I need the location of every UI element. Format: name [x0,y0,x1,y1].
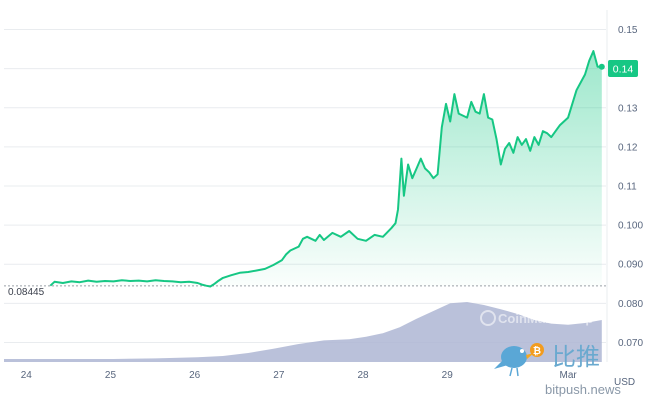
svg-text:₿: ₿ [533,345,541,357]
bitpush-watermark: ₿ 比推 bitpush.news [494,343,621,397]
y-tick-label: 0.070 [618,338,643,349]
unit-label: USD [614,377,635,388]
last-price-label: 0.14 [613,64,634,76]
coinmarketcap-watermark-text: CoinMarketCap [498,311,593,326]
gridlines [4,10,608,362]
x-tick-label: 28 [357,370,369,381]
bitpush-logo-text: 比推 [552,344,600,371]
y-tick-label: 0.13 [618,103,638,114]
coinmarketcap-logo-icon [480,310,496,326]
x-tick-label: 25 [105,370,117,381]
x-tick-label: Mar [559,370,577,381]
y-tick-label: 0.15 [618,25,638,36]
price-area [50,51,602,286]
last-price-dot [598,63,605,70]
x-tick-label: 29 [442,370,454,381]
bitcoin-coin-icon: ₿ [530,343,544,357]
x-axis: 24 25 26 27 28 29 Mar [21,370,578,381]
x-tick-label: 24 [21,370,33,381]
price-line [49,50,602,288]
open-price-label: 0.08445 [8,287,45,298]
y-tick-label: 0.11 [618,182,637,193]
y-tick-label: 0.080 [618,299,643,310]
last-price-tag-bg [608,60,638,77]
y-tick-label: 0.12 [618,142,638,153]
volume-area [4,302,602,362]
y-tick-label: 0.100 [618,221,643,232]
coinmarketcap-watermark: CoinMarketCap [480,310,593,326]
last-price-tag: 0.14 [608,60,638,77]
x-tick-label: 26 [189,370,201,381]
y-axis: 0.15 0.13 0.12 0.11 0.100 0.090 0.080 0.070 [618,25,643,349]
y-tick-label: 0.090 [618,260,643,271]
x-tick-label: 27 [273,370,285,381]
bitpush-url-text: bitpush.news [545,382,621,397]
